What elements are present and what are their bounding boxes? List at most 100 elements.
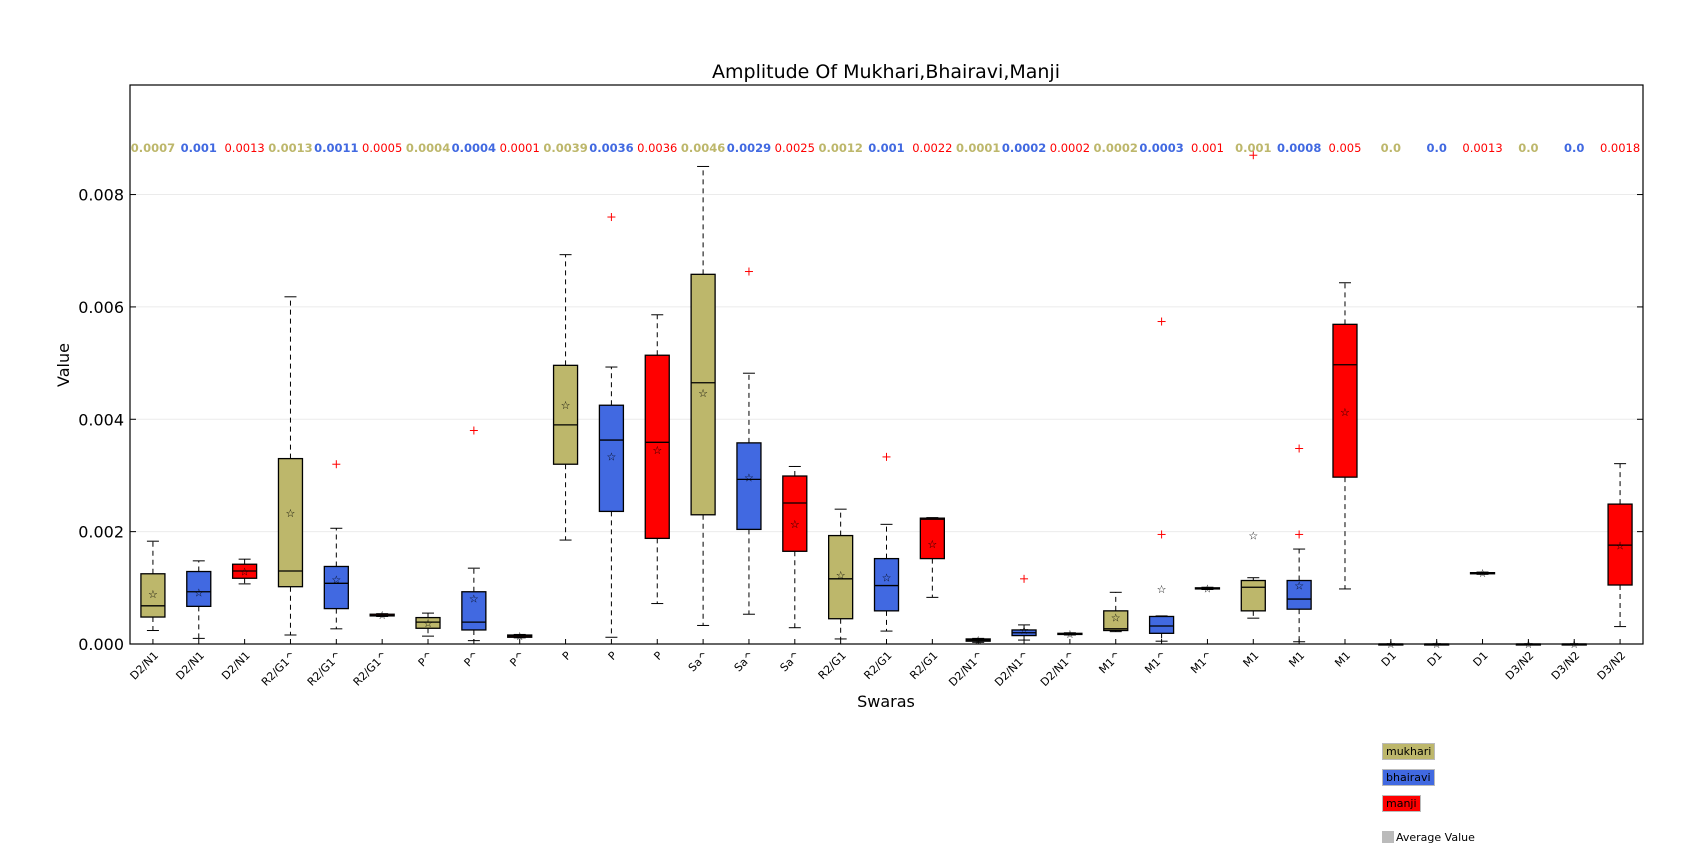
box-body [1103,610,1129,632]
mean-marker-icon: ☆ [1111,612,1121,625]
top-value-label: 0.0003 [1139,141,1183,155]
top-value-label: 0.0012 [818,141,862,155]
top-value-label: 0.0036 [637,141,677,155]
mean-marker-icon: ☆ [790,518,800,531]
box-group-mukhari: ☆ [552,254,579,541]
box-body [644,354,670,540]
x-tick-label: Sa^ [686,649,711,674]
x-axis-label: Swaras [857,692,915,711]
top-value-label: 0.0046 [681,141,725,155]
y-axis-label: Value [54,343,73,387]
mean-marker-icon: ☆ [469,592,479,605]
box-body [873,557,900,612]
box-group-manji: ☆ [644,314,670,605]
top-value-label: 0.0001 [500,141,540,155]
box-body [552,364,579,465]
y-axis: 0.000 0.002 0.004 0.006 0.008 [78,186,1643,654]
x-tick-label: Sa^ [732,649,757,674]
box-group-manji: ☆ [919,517,945,598]
top-value-label: 0.001 [181,141,217,155]
x-tick-label: R2/G1 [816,649,849,682]
top-value-label: 0.0013 [224,141,264,155]
box-group-manji: ☆ [1469,567,1496,580]
top-value-label: 0.001 [1235,141,1271,155]
mean-marker-icon: ☆ [1203,582,1213,595]
mean-marker-icon: ☆ [882,572,892,585]
x-tick-label: D3/N2 [1549,649,1583,683]
top-value-label: 0.0002 [1002,141,1046,155]
x-tick-label: D2/N1 [219,649,253,683]
box-body [186,570,212,608]
mean-marker-icon: ☆ [606,450,616,463]
box-group-mukhari: ☆ [415,612,441,637]
boxes: ☆ ☆☆☆☆☆☆☆☆☆☆ ☆☆☆☆☆ ☆☆☆☆ ☆☆☆ ☆☆☆☆☆ ☆☆☆ ☆☆ [140,151,1633,651]
box-group-bhairavi: ☆ [598,213,625,638]
x-tick-label: D1 [1471,649,1491,669]
mean-marker-icon: ☆ [1248,530,1258,543]
mean-marker-icon: ☆ [1065,628,1075,641]
x-tick-label: M1^ [1096,649,1123,676]
mean-marker-icon: ☆ [240,566,250,579]
mean-marker-icon: ☆ [973,634,983,647]
box-group-manji: ☆ [1607,463,1633,628]
top-value-label: 0.0005 [362,141,402,155]
mean-marker-icon: ☆ [377,609,387,622]
box-body [598,404,625,513]
legend-manji: manji [1382,795,1421,812]
x-tick-label: P [651,649,665,663]
box-group-mukhari: ☆ [828,508,854,640]
box-group-bhairavi: ☆ [186,560,212,639]
mean-marker-icon: ☆ [1340,406,1350,419]
mean-marker-icon: ☆ [148,588,158,601]
box-group-bhairavi: ☆ [461,426,487,642]
box-group-bhairavi: ☆ [736,267,762,615]
box-group-manji: ☆ [507,630,533,643]
mean-marker-icon: ☆ [286,507,296,520]
y-tick-label: 0.002 [78,523,124,542]
legend-average-value: Average Value [1382,831,1475,844]
x-tick-label: D2/N1^ [992,649,1032,689]
box-body [415,616,441,629]
mean-marker-icon: ☆ [331,573,341,586]
x-tick-label: P^ [416,649,436,669]
top-value-label: 0.0022 [912,141,952,155]
box-group-manji: ☆ [369,609,395,622]
x-tick-label: D1 [1379,649,1399,669]
box-group-mukhari: ☆ [277,296,304,636]
x-tick-label: D2/N1 [128,649,162,683]
mean-marker-icon: ☆ [1615,540,1625,553]
top-value-labels: 0.0007 0.001 0.0013 0.0013 0.0011 0.0005 0.000… [131,141,1640,155]
x-tick-label: D3/N2 [1503,649,1537,683]
box-body [1148,615,1175,634]
box-body [1286,579,1312,610]
top-value-label: 0.001 [1191,141,1224,155]
x-tick-label: D2/N1^ [1038,649,1078,689]
x-tick-label: D3/N2 [1595,649,1629,683]
mean-marker-icon: ☆ [423,617,433,630]
top-value-label: 0.0039 [543,141,587,155]
mean-marker-icon: ☆ [744,472,754,485]
mean-marker-icon: ☆ [515,630,525,643]
box-group-mukhari: ☆ [1240,151,1266,619]
x-tick-label: R2/G1 [861,649,894,682]
x-tick-label: M1^ [1188,649,1215,676]
y-tick-label: 0.008 [78,186,124,205]
mean-marker-icon: ☆ [1019,624,1029,637]
box-group-manji: ☆ [231,558,258,585]
box-group-mukhari: ☆ [1103,591,1129,633]
box-body [782,475,808,552]
x-tick-label: P^ [507,649,527,669]
box-body [736,442,762,531]
x-tick-label: D2/N1^ [946,649,986,689]
legend-bhairavi: bhairavi [1382,769,1435,786]
top-value-label: 0.0004 [406,141,450,155]
mean-marker-icon: ☆ [836,569,846,582]
box-group-bhairavi: ☆ [873,452,900,632]
mean-marker-icon: ☆ [561,399,571,412]
x-tick-label: D2/N1 [173,649,207,683]
top-value-label: 0.0029 [727,141,771,155]
mean-marker-icon: ☆ [652,444,662,457]
box-group-bhairavi: ☆ [1011,574,1037,641]
mean-marker-icon: ☆ [1478,567,1488,580]
